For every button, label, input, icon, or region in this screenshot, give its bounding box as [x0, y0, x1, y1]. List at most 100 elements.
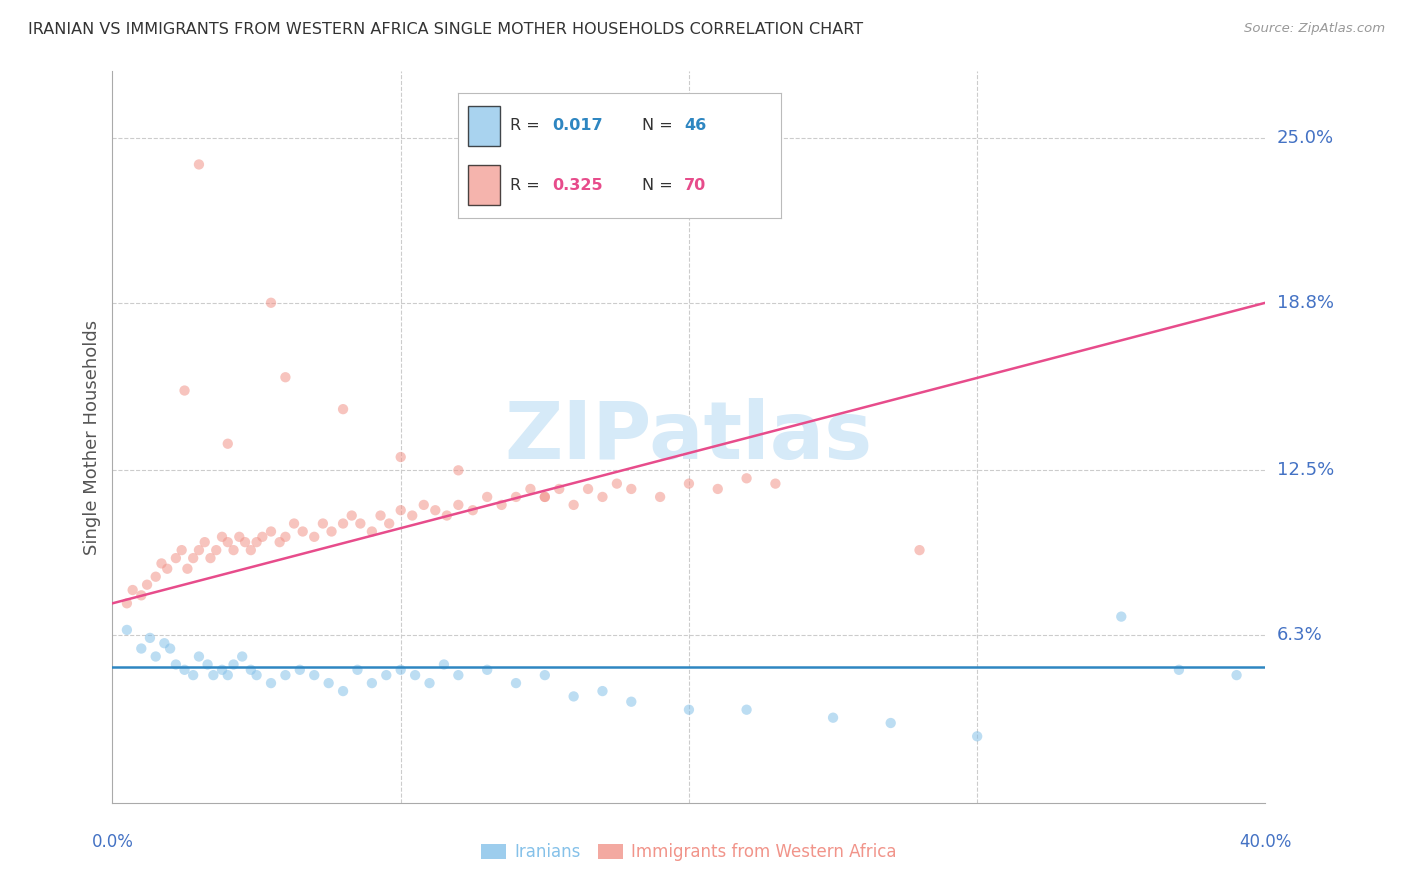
Point — [304, 530, 326, 544]
Point — [239, 663, 262, 677]
Point — [505, 676, 527, 690]
Point — [419, 676, 441, 690]
Point — [188, 157, 211, 171]
Point — [217, 535, 239, 549]
Point — [349, 516, 371, 531]
Point — [115, 623, 138, 637]
Point — [533, 490, 555, 504]
Point — [592, 684, 614, 698]
Point — [145, 570, 167, 584]
Point — [283, 516, 305, 531]
Point — [176, 562, 198, 576]
Point — [505, 490, 527, 504]
Point — [375, 668, 398, 682]
Point — [115, 596, 138, 610]
Point — [291, 524, 314, 539]
Point — [129, 588, 153, 602]
Point — [260, 524, 283, 539]
Point — [274, 530, 297, 544]
Point — [181, 668, 204, 682]
Point — [433, 657, 456, 672]
Point — [197, 657, 219, 672]
Point — [153, 636, 176, 650]
Point — [228, 530, 250, 544]
Point — [576, 482, 599, 496]
Point — [475, 490, 498, 504]
Point — [606, 476, 628, 491]
Point — [200, 551, 222, 566]
Point — [245, 668, 267, 682]
Point — [461, 503, 484, 517]
Point — [173, 663, 195, 677]
Point — [447, 668, 470, 682]
Point — [447, 498, 470, 512]
Point — [706, 482, 728, 496]
Text: 12.5%: 12.5% — [1277, 461, 1334, 479]
Text: 40.0%: 40.0% — [1239, 833, 1292, 851]
Point — [412, 498, 434, 512]
Point — [592, 490, 614, 504]
Point — [202, 668, 225, 682]
Point — [880, 716, 903, 731]
Point — [562, 690, 585, 704]
Point — [239, 543, 262, 558]
Point — [252, 530, 274, 544]
Point — [332, 516, 354, 531]
Point — [156, 562, 179, 576]
Point — [735, 471, 758, 485]
Point — [231, 649, 253, 664]
Point — [288, 663, 311, 677]
Point — [447, 463, 470, 477]
Point — [222, 657, 245, 672]
Point — [217, 436, 239, 450]
Point — [136, 577, 159, 591]
Point — [370, 508, 392, 523]
Point — [620, 482, 643, 496]
Point — [678, 703, 700, 717]
Legend: Iranians, Immigrants from Western Africa: Iranians, Immigrants from Western Africa — [475, 837, 903, 868]
Point — [312, 516, 335, 531]
Text: IRANIAN VS IMMIGRANTS FROM WESTERN AFRICA SINGLE MOTHER HOUSEHOLDS CORRELATION C: IRANIAN VS IMMIGRANTS FROM WESTERN AFRIC… — [28, 22, 863, 37]
Point — [188, 649, 211, 664]
Point — [245, 535, 267, 549]
Point — [321, 524, 343, 539]
Point — [389, 663, 412, 677]
Text: 25.0%: 25.0% — [1277, 128, 1334, 147]
Point — [389, 450, 412, 464]
Point — [1167, 663, 1189, 677]
Point — [211, 530, 233, 544]
Point — [139, 631, 162, 645]
Text: Source: ZipAtlas.com: Source: ZipAtlas.com — [1244, 22, 1385, 36]
Point — [129, 641, 153, 656]
Point — [332, 684, 354, 698]
Text: 18.8%: 18.8% — [1277, 293, 1333, 312]
Point — [260, 295, 283, 310]
Point — [765, 476, 787, 491]
Point — [170, 543, 193, 558]
Point — [533, 490, 555, 504]
Point — [678, 476, 700, 491]
Point — [475, 663, 498, 677]
Point — [966, 729, 988, 743]
Point — [194, 535, 217, 549]
Point — [304, 668, 326, 682]
Point — [269, 535, 291, 549]
Point — [425, 503, 447, 517]
Point — [401, 508, 423, 523]
Text: 0.0%: 0.0% — [91, 833, 134, 851]
Point — [121, 582, 143, 597]
Point — [145, 649, 167, 664]
Point — [274, 370, 297, 384]
Point — [205, 543, 228, 558]
Point — [340, 508, 363, 523]
Point — [233, 535, 256, 549]
Point — [491, 498, 513, 512]
Text: 6.3%: 6.3% — [1277, 626, 1322, 644]
Point — [274, 668, 297, 682]
Point — [260, 676, 283, 690]
Y-axis label: Single Mother Households: Single Mother Households — [83, 319, 101, 555]
Point — [648, 490, 672, 504]
Point — [332, 402, 354, 417]
Point — [346, 663, 368, 677]
Point — [620, 695, 643, 709]
